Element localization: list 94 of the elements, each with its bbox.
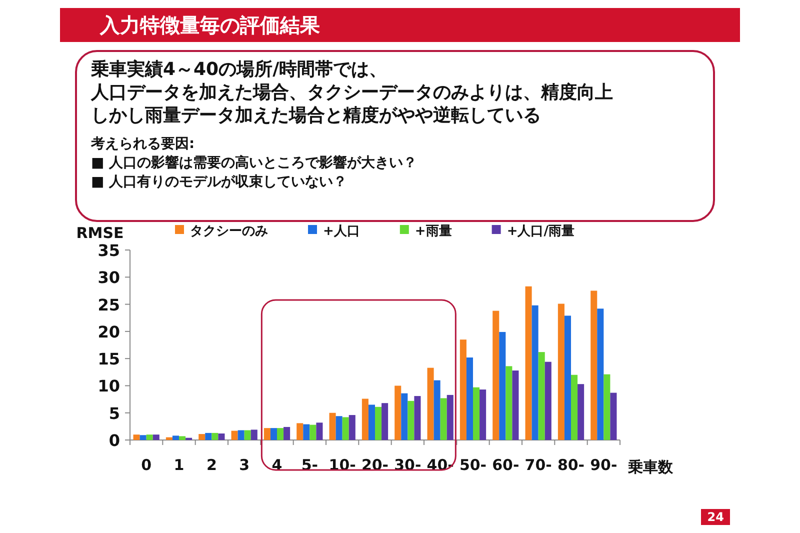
legend-label: +人口/雨量: [506, 224, 574, 239]
x-tick-label: 50-: [459, 456, 487, 474]
bar: [506, 366, 512, 440]
y-tick-label: 35: [98, 241, 120, 260]
x-tick-label: 20-: [361, 456, 389, 474]
y-tick-label: 10: [98, 376, 120, 396]
x-tick-label: 3: [239, 456, 250, 474]
y-tick-label: 5: [108, 404, 120, 423]
bar: [303, 424, 310, 440]
legend-label: +人口: [323, 224, 360, 239]
text: ■ 人口の影響は需要の高いところで影響が大きい？: [91, 154, 418, 173]
bar: [172, 436, 179, 440]
bar: [427, 368, 434, 440]
bar: [348, 415, 356, 440]
text: 人口データを加えた場合、タクシーデータのみよりは、精度向上: [91, 81, 614, 104]
bar: [264, 428, 270, 440]
x-tick-label: 5-: [301, 456, 318, 474]
bar: [610, 392, 617, 440]
bar: [270, 428, 277, 440]
x-tick-label: 90-: [590, 456, 618, 474]
bar: [166, 437, 172, 440]
bar: [284, 426, 290, 440]
text: ■ 人口有りのモデルが収束していない？: [91, 173, 348, 192]
y-tick-label: 25: [98, 295, 120, 314]
bar: [558, 304, 564, 440]
bar: [440, 398, 447, 440]
legend-label: タクシーのみ: [190, 224, 268, 239]
bar: [342, 417, 349, 440]
chart-subtitle: 乗車実績4～40の場所/時間帯では、: [91, 58, 388, 81]
bar: [597, 308, 604, 440]
bar: [198, 434, 206, 440]
bar: [329, 412, 336, 440]
bar: [512, 370, 519, 440]
text: 24: [701, 509, 730, 525]
bar: [382, 403, 388, 440]
y-tick-label: 15: [98, 350, 120, 369]
bar: [499, 332, 506, 440]
x-tick-label: 80-: [557, 456, 585, 474]
y-tick-label: 20: [98, 322, 120, 342]
bar: [218, 433, 225, 440]
legend-label: +雨量: [414, 224, 452, 239]
bar: [532, 305, 538, 440]
y-axis-title: RMSE: [76, 224, 124, 242]
bar: [460, 340, 466, 440]
x-tick-label: 70-: [524, 456, 552, 474]
x-tick-label: 60-: [492, 456, 520, 474]
bar: [492, 310, 500, 440]
bar: [538, 352, 545, 440]
bar: [238, 430, 244, 440]
bar: [466, 357, 473, 440]
x-tick-label: 1: [174, 456, 184, 474]
bar: [414, 396, 421, 440]
bar: [250, 430, 258, 440]
bar: [277, 428, 284, 440]
bar: [362, 398, 368, 440]
bar: [480, 390, 486, 440]
y-tick-label: 0: [108, 431, 120, 450]
bar: [571, 374, 578, 440]
bar: [310, 424, 316, 440]
bar: [179, 436, 186, 440]
bar: [375, 406, 382, 440]
bar: [578, 384, 584, 440]
bar: [231, 430, 238, 440]
x-tick-label: 2: [206, 456, 217, 474]
bar: [152, 434, 160, 440]
text: 考えられる要因:: [91, 135, 196, 154]
bar: [525, 286, 532, 440]
bar: [244, 430, 251, 440]
bar: [368, 404, 375, 440]
bar: [394, 386, 402, 440]
bar: [140, 435, 146, 440]
text: しかし雨量データ加えた場合と精度がやや逆転している: [91, 104, 542, 127]
bar: [146, 434, 153, 440]
bar: [408, 400, 414, 440]
bar: [296, 423, 304, 440]
bar: [212, 432, 218, 440]
bar: [434, 380, 440, 440]
x-tick-label: 30-: [394, 456, 422, 474]
bar: [336, 416, 342, 440]
bar: [473, 387, 480, 440]
x-tick-label: 4: [272, 456, 282, 474]
x-tick-label: 0: [141, 456, 152, 474]
bar: [590, 290, 598, 440]
bar: [205, 432, 212, 440]
chart-title: 入力特徴量毎の評価結果: [60, 8, 740, 42]
bar: [316, 422, 323, 440]
bar: [564, 316, 571, 440]
bar: [604, 374, 610, 440]
bar: [401, 393, 408, 440]
bar: [133, 434, 140, 440]
y-tick-label: 30: [98, 268, 120, 288]
bar: [446, 394, 454, 440]
x-axis-title: 乗車数: [627, 458, 674, 476]
bar: [544, 362, 552, 440]
